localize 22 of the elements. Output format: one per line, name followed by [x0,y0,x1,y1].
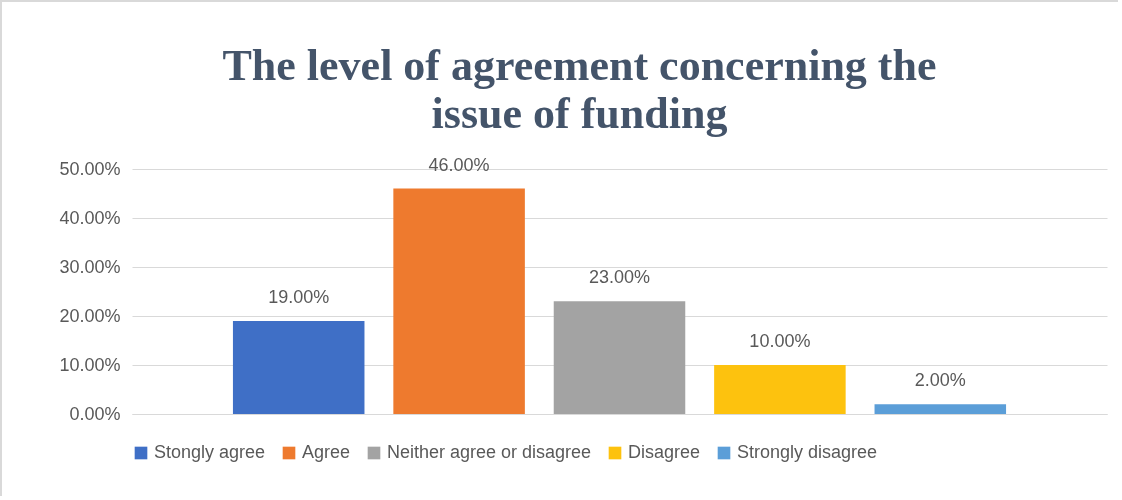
bar [393,188,525,414]
y-tick-label: 40.00% [59,207,121,228]
legend-label: Strongly disagree [737,442,878,462]
legend-label: Stongly agree [154,442,266,462]
bar [874,404,1007,414]
y-tick-label: 0.00% [69,403,121,424]
legend-label: Neither agree or disagree [387,442,592,462]
data-label: 46.00% [428,154,490,175]
bar [232,320,365,414]
chart-title: The level of agreement concerning the issue of funding [222,40,937,138]
data-label: 2.00% [914,370,966,391]
data-label: 23.00% [588,267,651,288]
y-tick-label: 20.00% [59,305,121,326]
legend-label: Agree [302,442,351,462]
y-tick-label: 30.00% [59,256,121,277]
y-tick-label: 50.00% [59,158,121,179]
bar [714,365,846,414]
y-tick-label: 10.00% [59,354,121,375]
bar [553,301,686,414]
legend-label: Disagree [628,442,701,462]
data-label: 19.00% [268,286,330,307]
data-label: 10.00% [749,331,811,351]
